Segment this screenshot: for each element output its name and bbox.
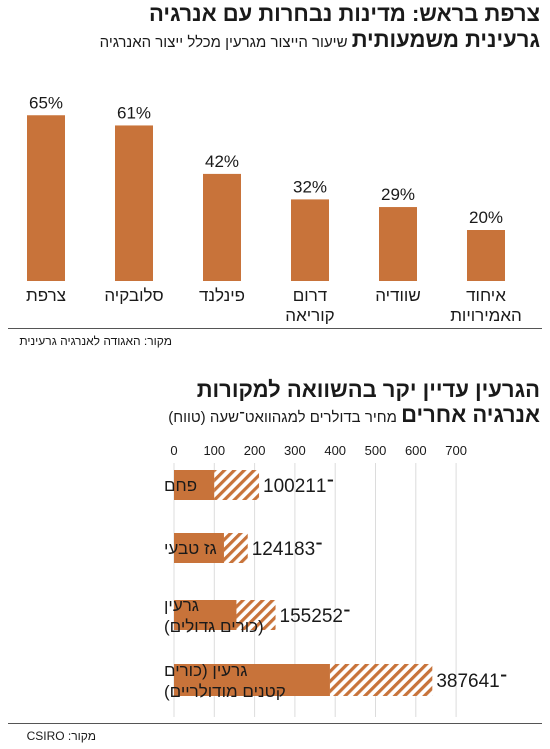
x-tick-label: 0 <box>170 443 177 458</box>
chart2-divider <box>8 723 542 724</box>
bar-0 <box>27 115 65 281</box>
bar-value-label: 29% <box>381 185 415 204</box>
category-label: גרעין <box>164 596 199 615</box>
chart1-divider <box>8 328 542 329</box>
range-bar-low <box>174 533 224 563</box>
chart2-plot: 0 100 200 300 400 500 600 700 100־211 פחם 124־183 ג… <box>164 443 507 717</box>
range-bar-hatched <box>329 664 433 696</box>
category-label: (כורים גדולים) <box>164 617 264 636</box>
bar-value-label: 61% <box>117 103 151 122</box>
range-label: 155־252 <box>280 606 351 627</box>
bar-value-label: 42% <box>205 152 239 171</box>
x-tick-label: 400 <box>324 443 346 458</box>
bar-3 <box>291 199 329 281</box>
x-tick-label: 100 <box>203 443 225 458</box>
category-label: גז טבעי <box>164 539 217 558</box>
category-label: האמירויות <box>450 306 522 325</box>
range-label: 124־183 <box>252 539 323 560</box>
category-label: דרום <box>293 286 327 305</box>
x-tick-label: 600 <box>405 443 427 458</box>
category-label: צרפת <box>26 286 66 305</box>
x-tick-label: 700 <box>445 443 467 458</box>
x-tick-label: 300 <box>284 443 306 458</box>
chart1-subtitle-row: גרעינית משמעותית שיעור הייצור מגרעין מכל… <box>100 27 540 53</box>
chart2-subtitle: מחיר בדולרים למגהוואט־שעה (טווח) <box>168 409 397 426</box>
chart2-source: מקור: CSIRO <box>26 729 96 743</box>
bar-1 <box>115 125 153 281</box>
bar-value-label: 32% <box>293 177 327 196</box>
bar-value-label: 20% <box>469 208 503 227</box>
bar-value-label: 65% <box>29 93 63 112</box>
range-label: 387־641 <box>436 671 507 692</box>
bar-4 <box>379 207 417 281</box>
chart2-title-line2: אנרגיה אחרים <box>401 402 540 427</box>
bar-2 <box>203 173 241 281</box>
range-bar-hatched <box>214 470 260 500</box>
chart1-source: מקור: האגודה לאנרגיה גרעינית <box>19 334 172 348</box>
range-bar-hatched <box>236 600 276 630</box>
range-bar-low <box>174 470 215 500</box>
category-label: פינלנד <box>199 286 245 305</box>
category-label: שוודיה <box>375 286 421 305</box>
x-tick-label: 500 <box>365 443 387 458</box>
category-label: קוריאה <box>285 306 334 325</box>
category-label: גרעין (כורים <box>164 661 247 680</box>
chart2-title: הגרעין עדיין יקר בהשוואה למקורות <box>196 377 540 402</box>
range-bar-low <box>174 600 237 630</box>
category-label: קטנים מודולריים) <box>164 682 286 701</box>
category-label: פחם <box>164 476 197 495</box>
chart1-title: צרפת בראש: מדינות נבחרות עם אנרגיה <box>148 1 540 26</box>
range-bar-low <box>174 664 330 696</box>
x-tick-label: 200 <box>244 443 266 458</box>
category-label: סלובקיה <box>104 286 163 305</box>
bar-5 <box>467 230 505 281</box>
range-label: 100־211 <box>263 476 334 497</box>
chart1-title-line2: גרעינית משמעותית <box>351 27 540 52</box>
chart1-subtitle: שיעור הייצור מגרעין מכלל ייצור האנרגיה <box>99 34 348 51</box>
range-bar-hatched <box>223 533 248 563</box>
chart2-subtitle-row: אנרגיה אחרים מחיר בדולרים למגהוואט־שעה (… <box>168 402 540 428</box>
category-label: איחוד <box>466 286 506 305</box>
